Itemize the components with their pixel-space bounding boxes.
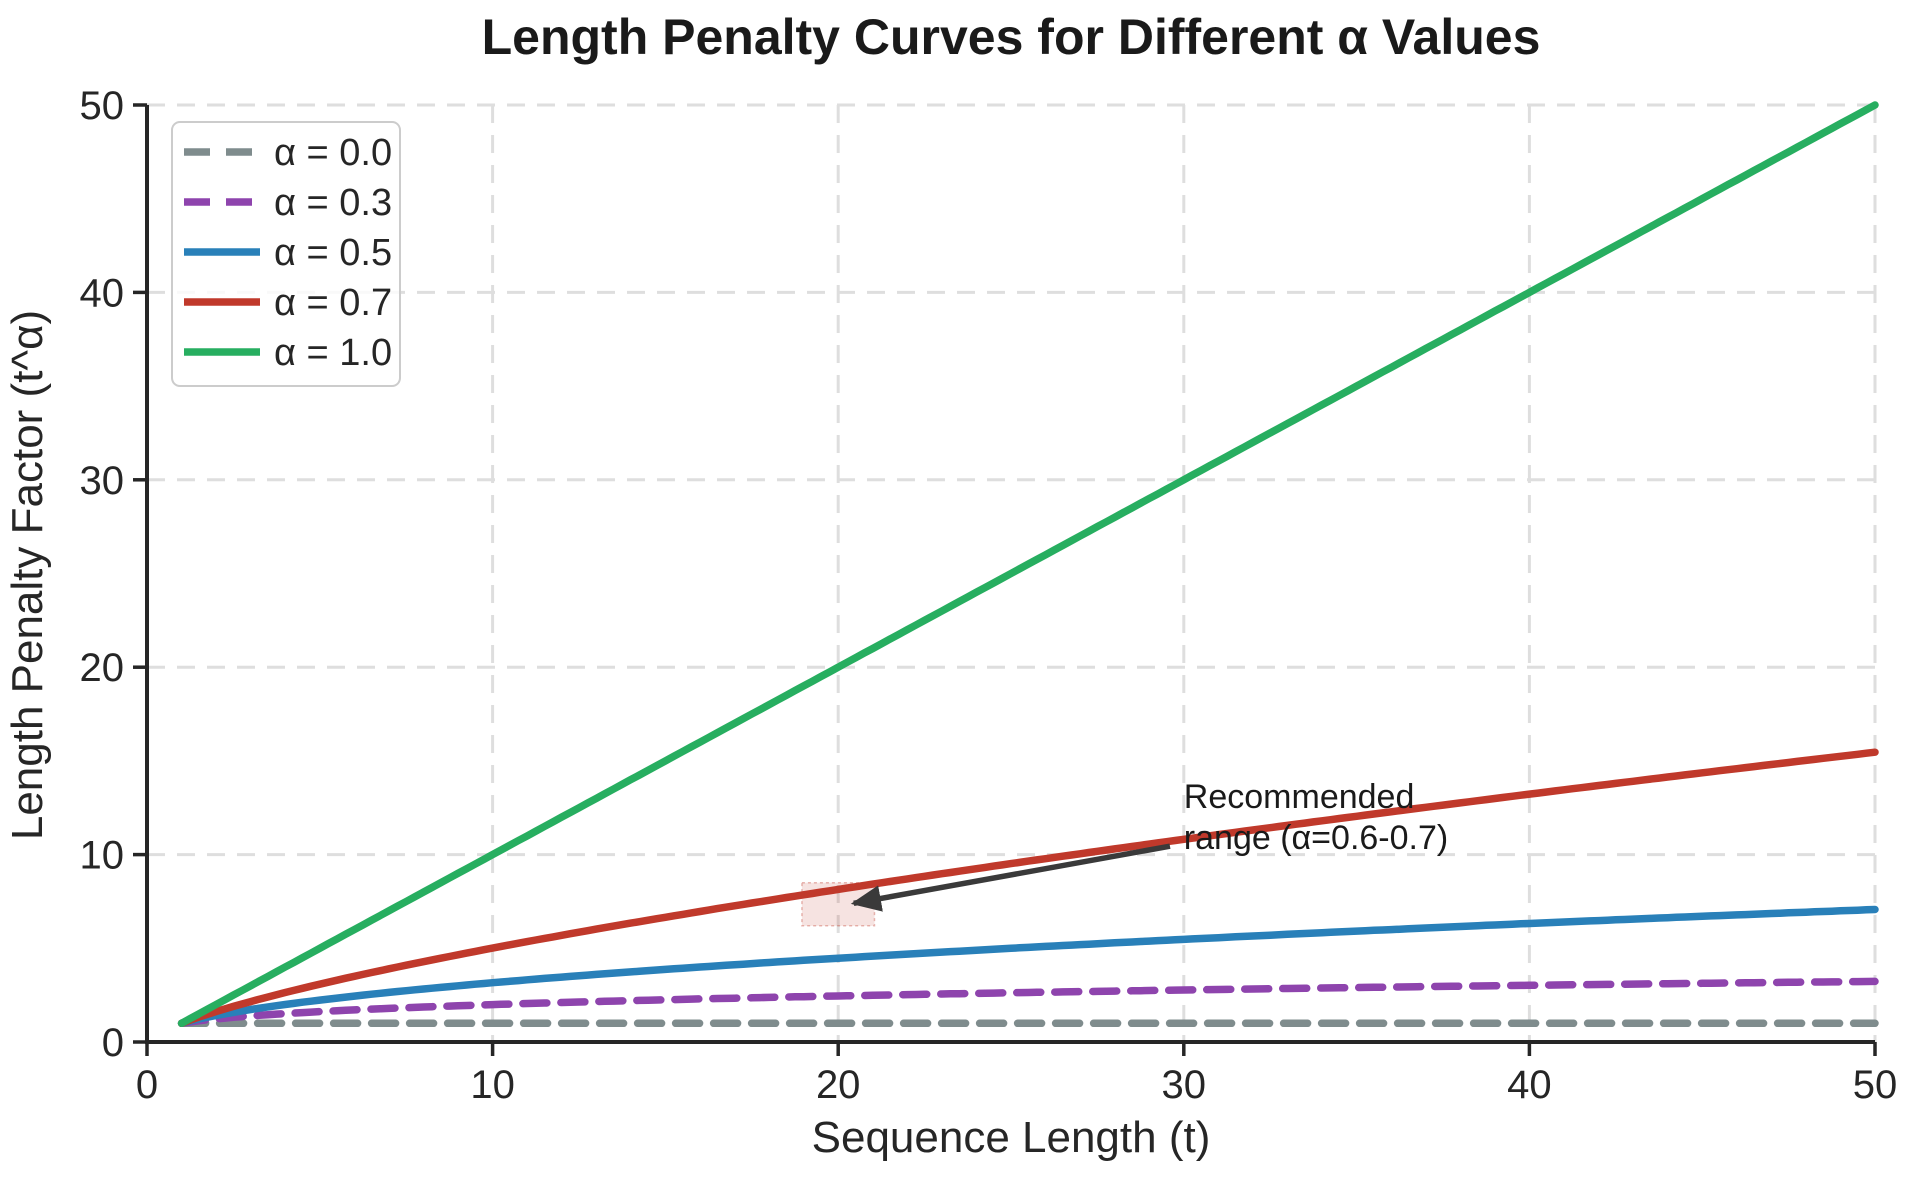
legend-entry-label: α = 0.3 bbox=[274, 182, 392, 224]
annotation-text-line: Recommended bbox=[1184, 778, 1415, 816]
x-tick-label: 50 bbox=[1853, 1063, 1898, 1107]
y-tick-label: 30 bbox=[80, 459, 125, 503]
legend-entry-label: α = 0.5 bbox=[274, 232, 392, 274]
axes: 0 10 20 30 40 50 0 10 20 30 40 50 bbox=[80, 84, 1898, 1107]
x-axis-label: Sequence Length (t) bbox=[812, 1113, 1211, 1162]
legend: α = 0.0 α = 0.3 α = 0.5 α = 0.7 α = 1.0 bbox=[171, 121, 401, 387]
legend-entry-label: α = 0.0 bbox=[274, 132, 392, 174]
y-tick-label: 0 bbox=[102, 1021, 124, 1065]
series-line-1 bbox=[177, 101, 1879, 1028]
legend-entry: α = 0.7 bbox=[184, 282, 392, 324]
annotation-arrow bbox=[850, 843, 1171, 912]
x-tick-label: 10 bbox=[470, 1063, 515, 1107]
legend-entry: α = 0.3 bbox=[184, 182, 392, 224]
y-axis-label: Length Penalty Factor (t^α) bbox=[3, 310, 52, 840]
legend-entry: α = 1.0 bbox=[184, 332, 392, 374]
x-tick-label: 0 bbox=[136, 1063, 158, 1107]
x-tick-label: 40 bbox=[1507, 1063, 1552, 1107]
legend-box bbox=[171, 121, 401, 387]
y-tick-label: 40 bbox=[80, 271, 125, 315]
x-tick-label: 30 bbox=[1162, 1063, 1207, 1107]
y-tick-label: 50 bbox=[80, 84, 125, 128]
legend-entry: α = 0.0 bbox=[184, 132, 392, 174]
legend-entry-label: α = 0.7 bbox=[274, 282, 392, 324]
legend-entry: α = 0.5 bbox=[184, 232, 392, 274]
series-line-0.3 bbox=[177, 977, 1879, 1028]
legend-entry-label: α = 1.0 bbox=[274, 332, 392, 374]
annotation-text-line: range (α=0.6-0.7) bbox=[1184, 819, 1448, 857]
series-curves bbox=[177, 101, 1879, 1028]
y-tick-label: 10 bbox=[80, 834, 125, 878]
y-tick-label: 20 bbox=[80, 646, 125, 690]
annotation-text: Recommended range (α=0.6-0.7) bbox=[1184, 778, 1448, 857]
x-tick-label: 20 bbox=[816, 1063, 861, 1107]
series-line-0.7 bbox=[177, 748, 1879, 1028]
series-line-0.5 bbox=[177, 905, 1879, 1028]
chart-title: Length Penalty Curves for Different α Va… bbox=[482, 9, 1541, 65]
annotation: Recommended range (α=0.6-0.7) bbox=[850, 778, 1448, 912]
